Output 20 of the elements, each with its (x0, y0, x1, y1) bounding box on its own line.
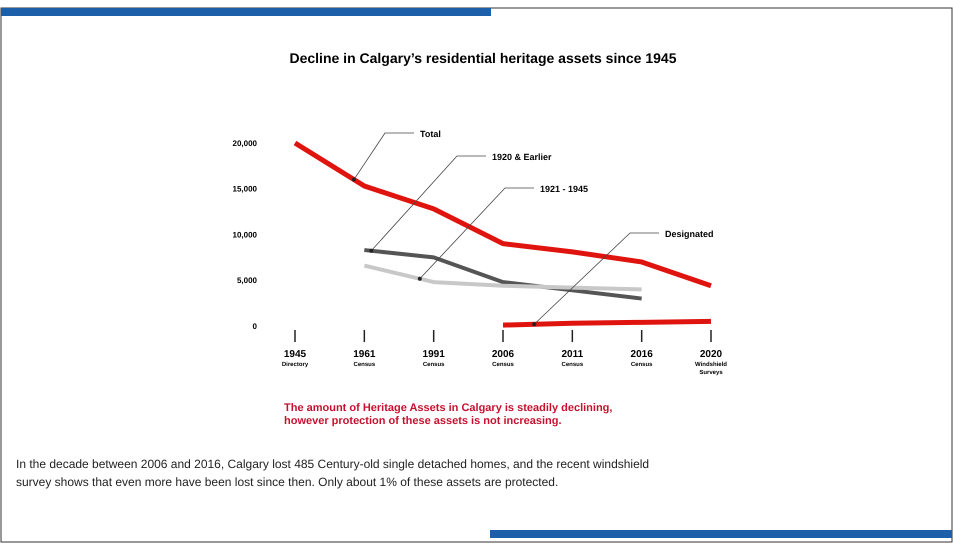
x-tick-label: 2006 Census (492, 349, 515, 368)
x-tick-label: 2011 Census (561, 349, 584, 368)
y-tick-label: 10,000 (232, 230, 258, 240)
text: The amount of Heritage Assets in Calgary is steadily declining, however protection of these assets is not increasing. (284, 402, 612, 427)
y-tick-label: 5,000 (236, 276, 258, 286)
y-tick-label: 15,000 (232, 184, 258, 194)
x-tick-label: 1945 Directory (282, 349, 309, 368)
text: 1920 & Earlier (492, 152, 552, 162)
y-tick-label: 0 (252, 322, 258, 331)
y-tick-label: 20,000 (232, 138, 258, 148)
text: Total (420, 129, 441, 139)
x-tick-label: 2020 Windshield Surveys (695, 349, 728, 376)
line-series (362, 264, 644, 292)
text: Designated (665, 229, 714, 239)
text: 1921 - 1945 (540, 184, 588, 194)
x-tick-label: 1991 Census (422, 349, 446, 368)
x-tick-label: 1961 Census (353, 349, 376, 368)
x-tick-label: 2016 Census (630, 349, 654, 368)
text: In the decade between 2006 and 2016, Calgary lost 485 Century-old single detached homes, and the recent windshield survey shows that even more have been lost since then. Only about 1% of these assets are protected. (16, 457, 650, 489)
chart-title: Decline in Calgary’s residential heritage assets since 1945 (289, 50, 677, 66)
